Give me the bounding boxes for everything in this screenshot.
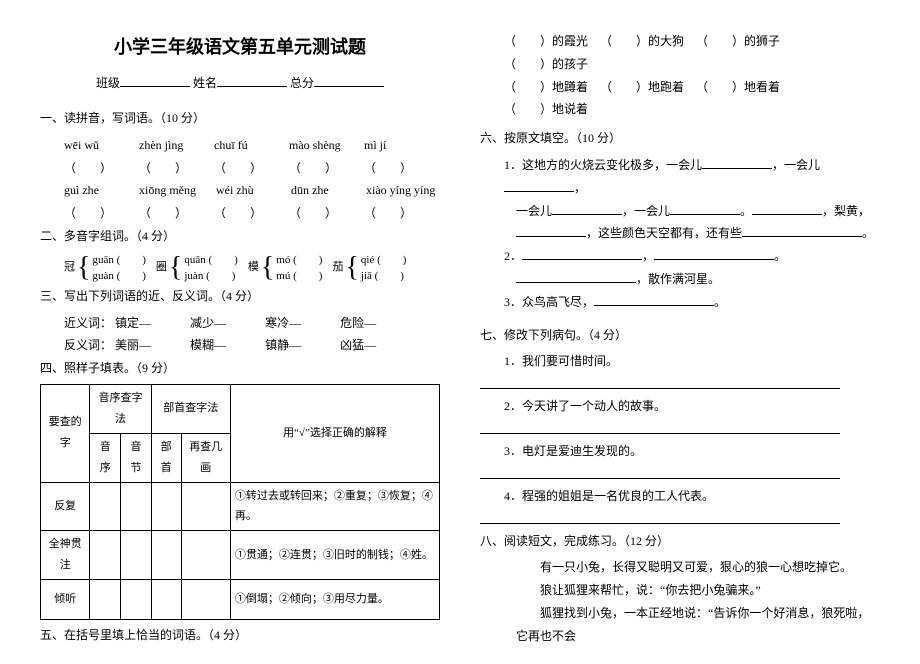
q6-item3: 3．众鸟高飞尽，。 xyxy=(480,291,880,314)
q5-row2: （ ）地蹲着（ ）地跑着（ ）地看着（ ）地说着 xyxy=(480,76,880,122)
q7-i4: 4．程强的姐姐是一名优良的工人代表。 xyxy=(480,485,880,508)
blank-line xyxy=(480,510,840,524)
q3-heading: 三、写出下列词语的近、反义词。（4 分） xyxy=(40,285,440,308)
pinyin: mào shèng xyxy=(289,134,344,157)
pinyin: xiào yíng yíng xyxy=(366,179,435,202)
pinyin: wēi wǔ xyxy=(64,134,119,157)
blank-line xyxy=(480,375,840,389)
pinyin: mì jí xyxy=(364,134,419,157)
q2-row: 冠{guān ( )guàn ( ) 圈{quān ( )juàn ( ) 模{… xyxy=(40,252,440,285)
pinyin: guì zhe xyxy=(64,179,119,202)
name-label: 姓名 xyxy=(193,76,217,90)
q8-p1: 有一只小兔，长得又聪明又可爱，狠心的狼一心想吃掉它。 xyxy=(480,556,880,579)
char: 茄 xyxy=(332,259,343,277)
q7-heading: 七、修改下列病句。（4 分） xyxy=(480,324,880,347)
pinyin: chuī fú xyxy=(214,134,269,157)
q6-heading: 六、按原文填空。（10 分） xyxy=(480,127,880,150)
pinyin: wéi zhù xyxy=(216,179,271,202)
q1-pinyin-row1: wēi wǔ zhèn jìng chuī fú mào shèng mì jí xyxy=(40,134,440,157)
q6-item2-cont: ，散作满河星。 xyxy=(480,268,880,291)
q6-item1-cont2: ，这些颜色天空都有，还有些。 xyxy=(480,222,880,245)
q7-i2: 2．今天讲了一个动人的故事。 xyxy=(480,395,880,418)
blank-line xyxy=(480,420,840,434)
char: 模 xyxy=(248,259,259,277)
q2-heading: 二、多音字组词。（4 分） xyxy=(40,225,440,248)
subtitle-line: 班级 姓名 总分 xyxy=(40,72,440,95)
pinyin: zhèn jìng xyxy=(139,134,194,157)
q1-pinyin-row2: guì zhe xiōng měng wéi zhù dūn zhe xiào … xyxy=(40,179,440,202)
q1-heading: 一、读拼音，写词语。（10 分） xyxy=(40,107,440,130)
q8-p3: 狐狸找到小兔，一本正经地说：“告诉你一个好消息，狼死啦，它再也不会 xyxy=(480,602,880,648)
q4-heading: 四、照样子填表。（9 分） xyxy=(40,357,440,380)
q5-heading: 五、在括号里填上恰当的词语。（4 分） xyxy=(40,624,440,647)
char: 冠 xyxy=(64,259,75,277)
class-label: 班级 xyxy=(96,76,120,90)
left-column: 小学三年级语文第五单元测试题 班级 姓名 总分 一、读拼音，写词语。（10 分）… xyxy=(40,30,440,654)
right-column: （ ）的霞光（ ）的大狗（ ）的狮子（ ）的孩子 （ ）地蹲着（ ）地跑着（ ）… xyxy=(480,30,880,654)
page-title: 小学三年级语文第五单元测试题 xyxy=(40,30,440,64)
q7-i1: 1．我们要可惜时间。 xyxy=(480,350,880,373)
q5-row1: （ ）的霞光（ ）的大狗（ ）的狮子（ ）的孩子 xyxy=(480,30,880,76)
q8-p2: 狼让狐狸来帮忙，说：“你去把小兔骗来。” xyxy=(480,579,880,602)
q4-table: 要查的字 音序查字法 部首查字法 用“√”选择正确的解释 音序音节部首再查几画 … xyxy=(40,384,440,620)
q3-line2: 反义词： 美丽— 模糊— 镇静— 凶猛— xyxy=(40,334,440,357)
pinyin: dūn zhe xyxy=(291,179,346,202)
q1-paren-row1: （ ）（ ）（ ）（ ）（ ） xyxy=(40,157,440,180)
q1-paren-row2: （ ）（ ）（ ）（ ）（ ） xyxy=(40,202,440,225)
blank-line xyxy=(480,465,840,479)
page: 小学三年级语文第五单元测试题 班级 姓名 总分 一、读拼音，写词语。（10 分）… xyxy=(0,0,920,664)
score-label: 总分 xyxy=(290,76,314,90)
pinyin: xiōng měng xyxy=(139,179,196,202)
q3-line1: 近义词： 镇定— 减少— 寒冷— 危险— xyxy=(40,312,440,335)
q6-item1-cont: 一会儿，一会儿。，梨黄， xyxy=(480,200,880,223)
q6-item1: 1．这地方的火烧云变化极多，一会儿，一会儿， xyxy=(480,154,880,200)
q6-item2: 2．，。 xyxy=(480,245,880,268)
char: 圈 xyxy=(156,259,167,277)
q7-i3: 3．电灯是爱迪生发现的。 xyxy=(480,440,880,463)
q8-heading: 八、阅读短文，完成练习。（12 分） xyxy=(480,530,880,553)
